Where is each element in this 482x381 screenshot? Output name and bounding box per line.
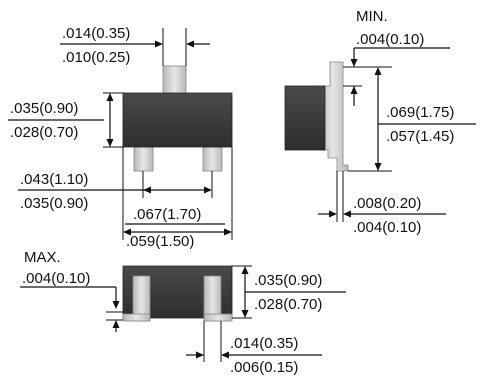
top-lead-right [202, 146, 223, 172]
top-body [122, 92, 233, 148]
overall-height-max: .069(1.75) [386, 104, 454, 121]
overall-height-min: .057(1.45) [386, 128, 454, 145]
lead-pitch-dimension: .043(1.10) .035(0.90) [18, 171, 213, 212]
bottom-standoff-value: .004(0.10) [22, 270, 90, 287]
body-thickness-dimension: .035(0.90) .028(0.70) [232, 265, 346, 319]
lead-width-bottom-dimension: .014(0.35) .006(0.15) [186, 321, 322, 376]
lead-pitch-min: .035(0.90) [20, 195, 88, 212]
top-view: .014(0.35) .010(0.25) .035(0.90) .028(0.… [8, 25, 233, 250]
lead-thickness-min: .004(0.10) [353, 219, 421, 236]
lead-span-dimension: .067(1.70) .059(1.50) [122, 147, 233, 250]
lead-span-min: .059(1.50) [126, 233, 194, 250]
lead-span-max: .067(1.70) [133, 206, 201, 223]
side-view: MIN. .004(0.10) .069(1.75) .057(1.45) [284, 8, 476, 236]
lead-width-top-max: .014(0.35) [62, 25, 130, 42]
end-view: MAX. .004(0.10) .035(0.90) .028(0.70) [20, 249, 346, 376]
side-standoff-label: MIN. [356, 8, 388, 25]
overall-height-dimension: .069(1.75) .057(1.45) [343, 66, 476, 172]
body-thickness-max: .035(0.90) [254, 272, 322, 289]
top-lead-upper [162, 65, 187, 95]
top-lead-left [133, 146, 154, 172]
lead-thickness-max: .008(0.20) [353, 195, 421, 212]
lead-width-top-min: .010(0.25) [62, 49, 130, 66]
side-body [284, 85, 326, 151]
body-thickness-min: .028(0.70) [254, 296, 322, 313]
end-foot-left [122, 313, 151, 322]
lead-width-top-dimension: .014(0.35) .010(0.25) [60, 25, 210, 66]
body-width-top-min: .028(0.70) [10, 124, 78, 141]
side-standoff-value: .004(0.10) [356, 31, 424, 48]
lead-width-bottom-max: .014(0.35) [230, 335, 298, 352]
lead-pitch-max: .043(1.10) [20, 171, 88, 188]
bottom-standoff-label: MAX. [24, 249, 61, 266]
side-standoff-dimension: MIN. .004(0.10) [343, 8, 450, 106]
body-width-top-max: .035(0.90) [10, 100, 78, 117]
lead-thickness-dimension: .008(0.20) .004(0.10) [318, 171, 446, 236]
end-foot-right [203, 313, 233, 322]
bottom-standoff-dimension: MAX. .004(0.10) [20, 249, 123, 332]
body-width-top-dimension: .035(0.90) .028(0.70) [8, 92, 123, 148]
lead-width-bottom-min: .006(0.15) [230, 359, 298, 376]
